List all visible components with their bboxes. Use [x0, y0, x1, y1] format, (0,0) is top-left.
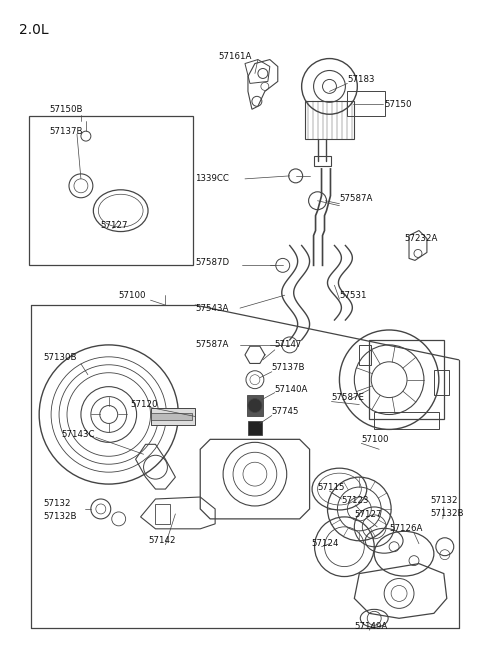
Text: 57127: 57127 — [101, 221, 128, 230]
Bar — [156, 504, 170, 524]
Bar — [151, 413, 192, 421]
Text: 57132: 57132 — [43, 500, 71, 508]
Text: 57123: 57123 — [341, 496, 369, 506]
Text: 57115: 57115 — [318, 483, 345, 491]
Text: 57745: 57745 — [272, 407, 300, 416]
Text: 57126A: 57126A — [389, 525, 422, 533]
Text: 57100: 57100 — [361, 435, 389, 444]
Bar — [247, 394, 263, 417]
Text: 57132B: 57132B — [431, 510, 464, 518]
Text: 57132: 57132 — [431, 496, 458, 506]
Text: 57587A: 57587A — [195, 341, 228, 349]
Text: 57137B: 57137B — [49, 126, 83, 136]
Bar — [374, 411, 439, 430]
Text: 57132B: 57132B — [43, 512, 77, 521]
Text: 57183: 57183 — [348, 75, 375, 84]
Text: 57127: 57127 — [354, 510, 382, 519]
Text: 57587D: 57587D — [195, 258, 229, 267]
Text: 57120: 57120 — [131, 400, 158, 409]
Text: 57100: 57100 — [119, 291, 146, 300]
Text: 57124: 57124 — [312, 539, 339, 548]
Bar — [151, 407, 195, 426]
Text: 57147: 57147 — [275, 341, 302, 349]
Text: 57150: 57150 — [384, 100, 412, 109]
Text: 57587A: 57587A — [339, 195, 373, 203]
Text: 57137B: 57137B — [272, 364, 305, 372]
Text: 57149A: 57149A — [354, 622, 387, 631]
Text: 57143C: 57143C — [61, 430, 95, 439]
Text: 57161A: 57161A — [218, 52, 252, 61]
Text: 57142: 57142 — [148, 536, 176, 545]
Bar — [369, 340, 444, 419]
Text: 57130B: 57130B — [43, 353, 77, 362]
Bar — [348, 92, 385, 116]
Bar — [29, 116, 193, 265]
Text: 57587E: 57587E — [332, 393, 364, 402]
Text: 1339CC: 1339CC — [195, 174, 229, 183]
Bar — [305, 102, 354, 139]
Text: 2.0L: 2.0L — [19, 23, 49, 37]
Text: 57531: 57531 — [339, 291, 367, 300]
Bar — [434, 370, 449, 394]
Bar — [360, 345, 371, 365]
Bar — [248, 421, 262, 436]
Circle shape — [248, 399, 262, 413]
Bar — [313, 156, 332, 166]
Text: 57150B: 57150B — [49, 105, 83, 114]
Text: 57140A: 57140A — [275, 385, 308, 394]
Text: 57543A: 57543A — [195, 304, 228, 312]
Text: 57232A: 57232A — [404, 234, 437, 243]
